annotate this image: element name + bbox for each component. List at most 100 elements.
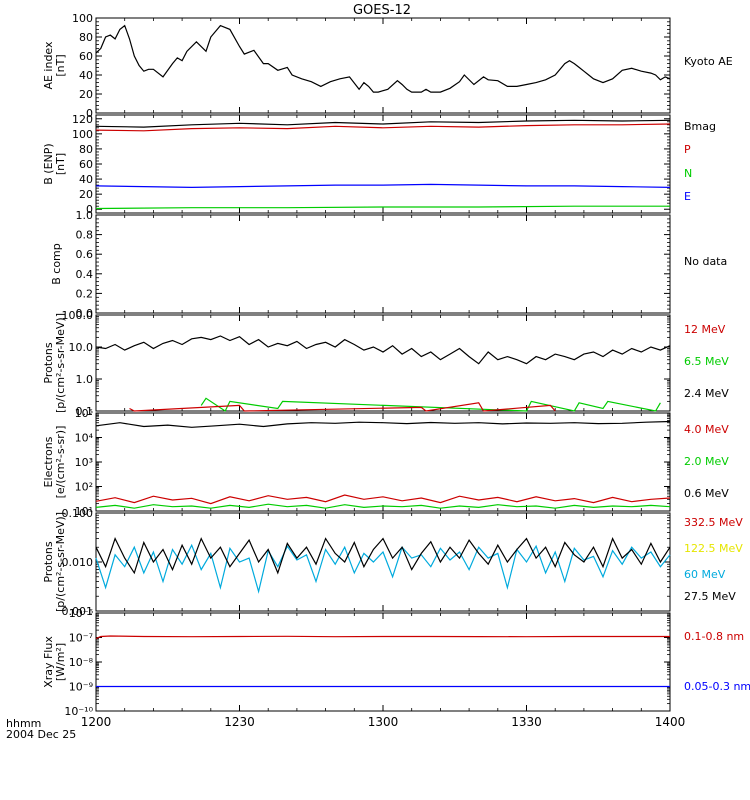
legend-entry: 27.5 MeV bbox=[684, 590, 736, 603]
y-tick-label: 10.0 bbox=[69, 341, 94, 354]
series-line-p bbox=[95, 123, 671, 132]
y-tick-label: 100 bbox=[72, 128, 93, 141]
y-tick-label: 40 bbox=[79, 69, 93, 82]
panel-frame bbox=[95, 612, 671, 712]
y-tick-label: 20 bbox=[79, 188, 93, 201]
legend-entry: N bbox=[684, 167, 692, 180]
legend-entry: 2.0 MeV bbox=[684, 455, 729, 468]
y-tick-label: 10³ bbox=[75, 456, 93, 469]
chart-title: GOES-12 bbox=[353, 3, 411, 18]
y-tick-label: 20 bbox=[79, 88, 93, 101]
y-tick-label: 10⁴ bbox=[75, 432, 94, 445]
legend-entry: Bmag bbox=[684, 120, 716, 133]
panel-bcomp: 0.0 0.2 0.4 0.6 0.8 1.0 B comp No data bbox=[50, 209, 727, 320]
x-tick-label: 1400 bbox=[655, 715, 686, 729]
y-tick-label: 0.100 bbox=[62, 507, 94, 520]
y-tick-label: 0.8 bbox=[76, 229, 94, 242]
y-axis-label: Xray Flux bbox=[42, 636, 55, 688]
y-tick-label: 1.0 bbox=[76, 373, 94, 386]
y-axis-label: [W/m²] bbox=[54, 643, 67, 681]
y-tick-label: 0.4 bbox=[76, 268, 94, 281]
legend-entry: 0.1-0.8 nm bbox=[684, 630, 744, 643]
y-tick-label: 0.1 bbox=[76, 405, 94, 418]
series-line-0-6-mev bbox=[95, 420, 671, 428]
y-tick-label: 10⁻¹⁰ bbox=[64, 705, 93, 718]
y-axis-label: Protons bbox=[42, 541, 55, 582]
legend-entry: No data bbox=[684, 255, 727, 268]
series-line-6-5-mev bbox=[200, 397, 661, 412]
y-tick-label: 10⁻⁹ bbox=[69, 681, 93, 694]
x-axis-label-hhmm: hhmm bbox=[6, 717, 41, 730]
y-tick-label: 120 bbox=[72, 113, 93, 126]
y-tick-label: 10⁻⁶ bbox=[69, 607, 94, 620]
y-tick-label: 80 bbox=[79, 143, 93, 156]
series-line-12-mev bbox=[129, 402, 556, 412]
series-line-2-0-mev bbox=[95, 503, 671, 509]
series-line-60-mev bbox=[95, 543, 671, 594]
x-tick-label: 1230 bbox=[224, 715, 255, 729]
y-tick-label: 1.0 bbox=[76, 209, 94, 222]
legend-entry: 2.4 MeV bbox=[684, 387, 729, 400]
y-tick-label: 10⁻⁷ bbox=[69, 632, 93, 645]
y-axis-label: AE index bbox=[42, 41, 55, 90]
panel-frame bbox=[95, 214, 671, 314]
legend-entry: 6.5 MeV bbox=[684, 355, 729, 368]
panel-protons2: 0.001 0.010 0.100 Protons [p/(cm²-s-sr-MeV)]… bbox=[42, 507, 743, 618]
legend-entry: 332.5 MeV bbox=[684, 516, 743, 529]
panel-xray: 10⁻¹⁰ 10⁻⁹ 10⁻⁸ 10⁻⁷ 10⁻⁶ Xray Flux [W/m²] 0.1-… bbox=[42, 607, 750, 718]
y-tick-label: 0 bbox=[86, 203, 93, 216]
y-tick-label: 0.2 bbox=[76, 287, 94, 300]
panel-protons1: 0.1 1.0 10.0 100.0 Protons [p/(cm²-s-sr-MeV)]… bbox=[42, 309, 729, 418]
x-tick-label: 1200 bbox=[81, 715, 112, 729]
legend-entry: Kyoto AE bbox=[684, 55, 733, 68]
y-tick-label: 100.0 bbox=[62, 309, 94, 322]
y-tick-label: 0.0 bbox=[76, 307, 94, 320]
y-tick-label: 60 bbox=[79, 50, 93, 63]
y-axis-label: [nT] bbox=[54, 153, 67, 175]
panel-ae: 0 20 40 60 80 100 AE index [nT] Kyoto AE bbox=[42, 12, 733, 120]
y-tick-label: 0.010 bbox=[62, 556, 94, 569]
series-line-2-4-mev bbox=[95, 335, 671, 365]
y-axis-label: [p/(cm²-s-sr-MeV)] bbox=[54, 512, 67, 612]
y-tick-label: 10² bbox=[75, 481, 93, 494]
panel-electrons: 10¹ 10² 10³ 10⁴ 10⁵ Electrons [e/(cm²-s-sr)] 4.… bbox=[42, 407, 729, 518]
y-tick-label: 0.001 bbox=[62, 605, 94, 618]
y-axis-label: Electrons bbox=[42, 436, 55, 487]
y-axis-label: Protons bbox=[42, 342, 55, 383]
series-line-27-5-mev bbox=[95, 537, 671, 575]
series-line-bmag bbox=[95, 119, 671, 128]
series-line-e bbox=[95, 183, 671, 189]
x-tick-label: 1330 bbox=[511, 715, 542, 729]
panel-frame bbox=[95, 314, 671, 412]
legend-entry: 0.6 MeV bbox=[684, 487, 729, 500]
legend-entry: E bbox=[684, 190, 691, 203]
legend-entry: P bbox=[684, 143, 691, 156]
y-tick-label: 10¹ bbox=[75, 505, 93, 518]
y-axis-label: [p/(cm²-s-sr-MeV)] bbox=[54, 313, 67, 413]
y-tick-label: 40 bbox=[79, 173, 93, 186]
legend-entry: 4.0 MeV bbox=[684, 423, 729, 436]
y-axis-label: B comp bbox=[50, 243, 63, 285]
legend-entry: 60 MeV bbox=[684, 568, 726, 581]
y-tick-label: 10⁻⁸ bbox=[69, 656, 94, 669]
y-tick-label: 10⁵ bbox=[75, 407, 93, 420]
y-axis-label: [e/(cm²-s-sr)] bbox=[54, 426, 67, 499]
panel-frame bbox=[95, 17, 671, 114]
y-axis-label: B (ENP) bbox=[42, 143, 55, 184]
legend-entry: 0.05-0.3 nm bbox=[684, 680, 750, 693]
legend-entry: 122.5 MeV bbox=[684, 542, 743, 555]
y-tick-label: 0.6 bbox=[76, 248, 94, 261]
y-tick-label: 60 bbox=[79, 158, 93, 171]
series-line-0-1-0-8-nm bbox=[95, 635, 670, 640]
series-line-kyoto-ae bbox=[95, 24, 671, 93]
x-tick-label: 1300 bbox=[368, 715, 399, 729]
x-axis-label-date: 2004 Dec 25 bbox=[6, 728, 76, 741]
y-tick-label: 80 bbox=[79, 31, 93, 44]
y-axis-label: [nT] bbox=[54, 54, 67, 76]
legend-entry: 12 MeV bbox=[684, 323, 726, 336]
panel-frame bbox=[95, 114, 671, 214]
panel-b: 0 20 40 60 80 100 120 B (ENP) [nT] Bmag PNE bbox=[42, 113, 716, 216]
y-tick-label: 0 bbox=[86, 107, 93, 120]
